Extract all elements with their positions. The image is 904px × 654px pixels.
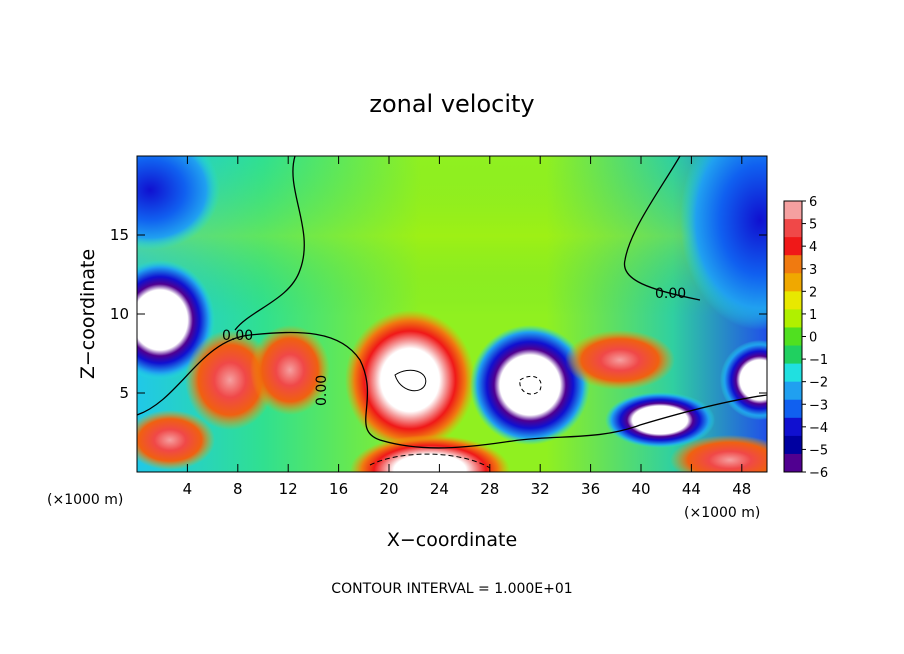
colorbar-tick-label: −4 xyxy=(809,421,828,436)
x-tick-label: 4 xyxy=(183,480,193,498)
x-tick-label: 48 xyxy=(732,480,751,498)
colorbar-tick-label: 0 xyxy=(809,331,817,346)
colorbar-tick-label: 1 xyxy=(809,308,817,323)
inner-contour-1 xyxy=(394,369,427,392)
red-region-5 xyxy=(565,330,675,390)
x-unit-right: (×1000 m) xyxy=(684,505,760,521)
y-axis-label: Z−coordinate xyxy=(77,249,99,379)
colorbar-swatch xyxy=(784,255,802,274)
plot-area xyxy=(137,156,767,472)
x-tick-label: 36 xyxy=(581,480,600,498)
zero-contour-right xyxy=(623,156,701,301)
colorbar-swatch xyxy=(784,417,802,437)
x-tick-label: 12 xyxy=(279,480,298,498)
x-tick-label: 28 xyxy=(480,480,499,498)
colorbar-tick-label: −1 xyxy=(809,353,828,368)
colorbar-tick-label: 2 xyxy=(809,285,817,300)
colorbar-swatch xyxy=(784,309,802,328)
x-tick-label: 16 xyxy=(329,480,348,498)
colorbar-tick-label: 4 xyxy=(809,240,817,255)
colorbar-tick-label: 6 xyxy=(809,195,817,210)
x-tick-label: 44 xyxy=(682,480,701,498)
contour-interval-note: CONTOUR INTERVAL = 1.000E+01 xyxy=(331,581,572,597)
colorbar-swatch xyxy=(784,237,802,256)
blue-region-upper-right xyxy=(680,156,767,330)
red-region-3 xyxy=(345,310,475,450)
colorbar-tick-label: 5 xyxy=(809,218,817,233)
field-upper-wash xyxy=(137,156,767,316)
colorbar-swatch xyxy=(784,363,802,383)
white-region-right xyxy=(720,340,767,420)
colorbar-tick-label: 3 xyxy=(809,263,817,278)
colorbar-tick-label: −6 xyxy=(809,466,828,481)
x-tick-label: 32 xyxy=(531,480,550,498)
colorbar-swatch xyxy=(784,381,802,401)
x-unit-left: (×1000 m) xyxy=(47,492,123,508)
contour-label: 0.00 xyxy=(222,328,253,344)
blue-region-upper-left xyxy=(137,156,220,250)
colorbar-swatch xyxy=(784,399,802,419)
colorbar-swatch xyxy=(784,345,802,365)
zero-contour-lower xyxy=(137,331,767,449)
y-tick-label: 15 xyxy=(110,226,129,244)
red-region-bottom-2 xyxy=(350,435,510,472)
white-region-6 xyxy=(605,392,715,448)
colorbar-swatch xyxy=(784,273,802,292)
inner-contour-3 xyxy=(369,453,491,469)
red-region-2 xyxy=(250,325,330,415)
zero-contour-upper xyxy=(234,156,305,331)
colorbar-tick-label: −3 xyxy=(809,398,828,413)
blue-region-4 xyxy=(470,325,590,445)
chart-title: zonal velocity xyxy=(369,90,534,118)
inner-contour-2 xyxy=(519,375,542,395)
x-tick-label: 24 xyxy=(430,480,449,498)
colorbar-tick-label: −5 xyxy=(809,443,828,458)
x-tick-label: 20 xyxy=(379,480,398,498)
colorbar-swatch xyxy=(784,291,802,310)
y-tick-label: 5 xyxy=(119,384,129,402)
colorbar-swatch xyxy=(784,327,802,347)
colorbar-swatch xyxy=(784,201,802,220)
x-axis-label: X−coordinate xyxy=(387,529,517,551)
y-tick-label: 10 xyxy=(110,305,129,323)
colorbar-swatch xyxy=(784,453,802,473)
x-tick-label: 40 xyxy=(631,480,650,498)
x-tick-label: 8 xyxy=(233,480,243,498)
colorbar: 6 5 4 3 2 1 0 −1 −2 −3 −4 −5 −6 xyxy=(783,195,828,481)
red-region-bottom-1 xyxy=(137,410,215,470)
colorbar-swatch xyxy=(784,435,802,455)
contour-label: 0.00 xyxy=(314,375,330,406)
red-region-bottom-3 xyxy=(670,435,767,472)
contour-label: 0.00 xyxy=(655,286,686,302)
colorbar-swatch xyxy=(784,219,802,238)
colorbar-tick-label: −2 xyxy=(809,376,828,391)
